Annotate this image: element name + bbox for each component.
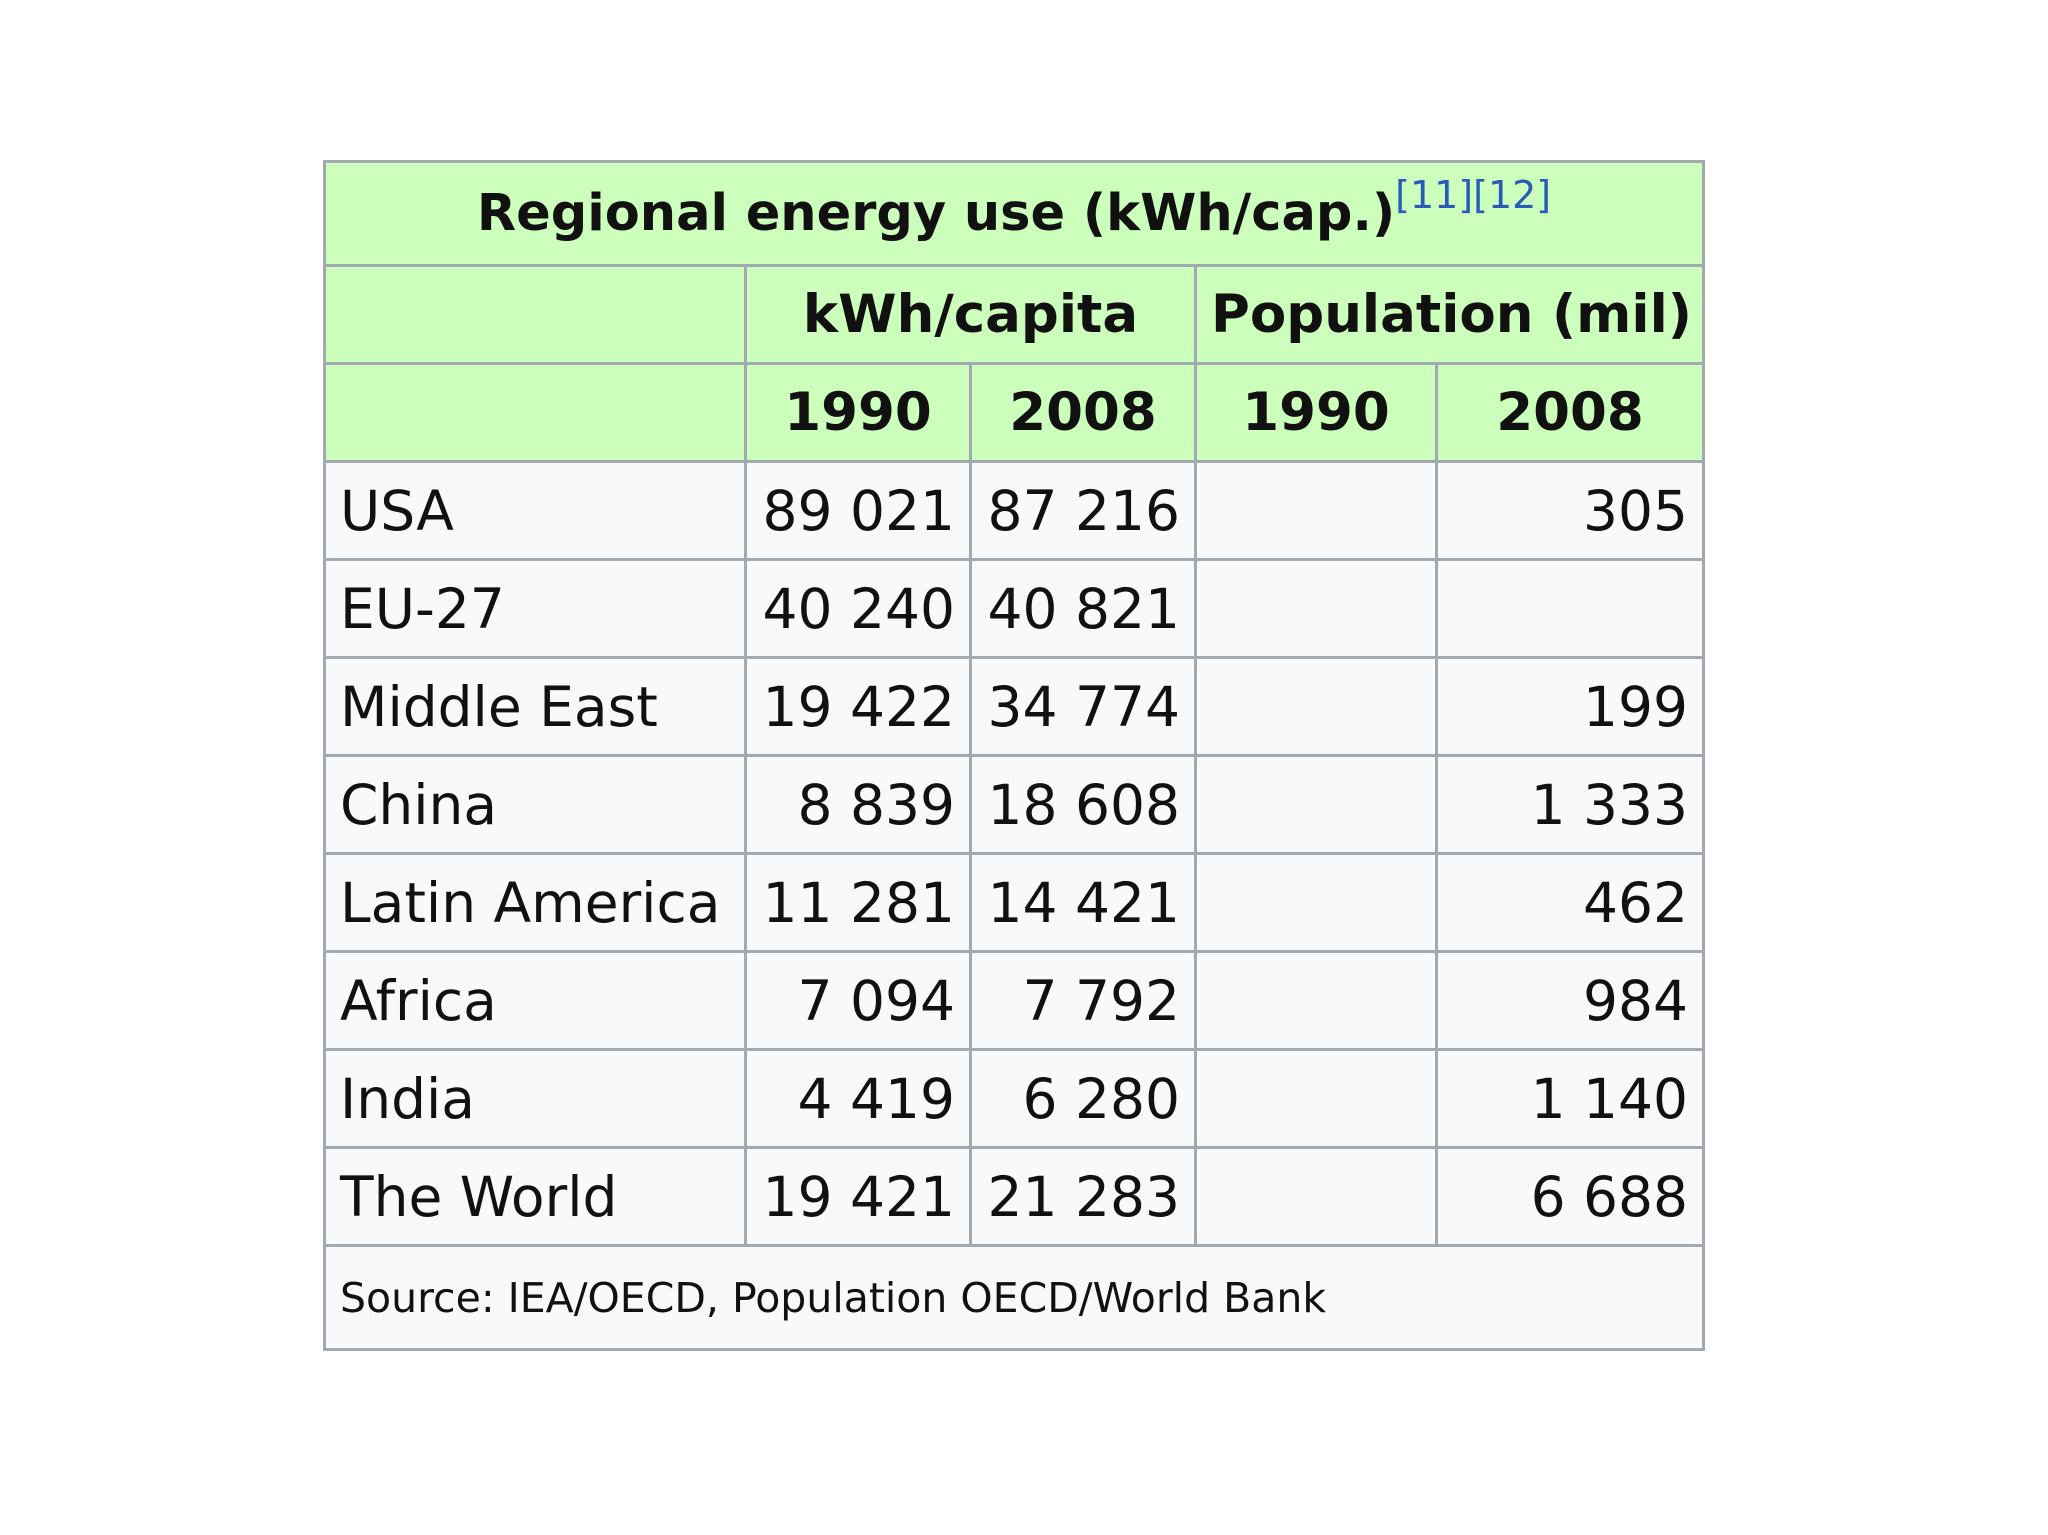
energy-table-container: Regional energy use (kWh/cap.)[11][12] k… [322,160,1706,1351]
kwh-2008-cell: 40 821 [969,558,1197,659]
pop-2008-cell [1434,558,1706,659]
year-header-row: 1990 2008 1990 2008 [323,362,1706,463]
region-cell: India [323,1048,747,1149]
empty-header-cell [323,362,747,463]
regional-energy-table: Regional energy use (kWh/cap.)[11][12] k… [322,160,1706,1351]
pop-1990-cell [1194,754,1438,855]
kwh-2008-cell: 34 774 [969,656,1197,757]
pop-1990-cell [1194,1146,1438,1247]
table-body: USA 89 021 87 216 305 EU-27 40 240 40 82… [322,460,1706,1351]
source-note: Source: IEA/OECD, Population OECD/World … [322,1244,1706,1351]
region-cell: Latin America [323,852,747,953]
pop-1990-cell [1194,656,1438,757]
empty-header-cell [323,264,747,365]
year-header: 2008 [1434,362,1706,463]
table-row: USA 89 021 87 216 305 [323,460,1706,561]
kwh-1990-cell: 7 094 [744,950,972,1051]
region-cell: China [323,754,747,855]
kwh-1990-cell: 11 281 [744,852,972,953]
table-row: Middle East 19 422 34 774 199 [323,656,1706,757]
table-row: China 8 839 18 608 1 333 [323,754,1706,855]
kwh-2008-cell: 21 283 [969,1146,1197,1247]
table-row: Latin America 11 281 14 421 462 [323,852,1706,953]
kwh-1990-cell: 8 839 [744,754,972,855]
kwh-1990-cell: 4 419 [744,1048,972,1149]
kwh-1990-cell: 40 240 [744,558,972,659]
region-cell: The World [323,1146,747,1247]
table-row: Africa 7 094 7 792 984 [323,950,1706,1051]
year-header: 2008 [969,362,1197,463]
kwh-2008-cell: 87 216 [969,460,1197,561]
region-cell: Middle East [323,656,747,757]
table-row: EU-27 40 240 40 821 [323,558,1706,659]
kwh-2008-cell: 18 608 [969,754,1197,855]
region-cell: USA [323,460,747,561]
source-row: Source: IEA/OECD, Population OECD/World … [322,1244,1706,1351]
pop-2008-cell: 199 [1434,656,1706,757]
pop-1990-cell [1194,1048,1438,1149]
pop-1990-cell [1194,950,1438,1051]
reference-links[interactable]: [11][12] [1395,173,1552,217]
pop-2008-cell: 984 [1434,950,1706,1051]
kwh-2008-cell: 14 421 [969,852,1197,953]
pop-2008-cell: 1 140 [1434,1048,1706,1149]
year-header: 1990 [1194,362,1438,463]
region-cell: Africa [323,950,747,1051]
pop-2008-cell: 6 688 [1434,1146,1706,1247]
pop-1990-cell [1194,558,1438,659]
table-row: The World 19 421 21 283 6 688 [323,1146,1706,1247]
caption-row: Regional energy use (kWh/cap.)[11][12] [322,160,1706,267]
caption-text: Regional energy use (kWh/cap.) [476,184,1396,243]
pop-2008-cell: 1 333 [1434,754,1706,855]
kwh-1990-cell: 19 421 [744,1146,972,1247]
pop-1990-cell [1194,460,1438,561]
pop-2008-cell: 462 [1434,852,1706,953]
kwh-1990-cell: 19 422 [744,656,972,757]
table-caption: Regional energy use (kWh/cap.)[11][12] [322,160,1706,267]
kwh-1990-cell: 89 021 [744,460,972,561]
pop-2008-cell: 305 [1434,460,1706,561]
kwh-2008-cell: 7 792 [969,950,1197,1051]
kwh-capita-header: kWh/capita [744,264,1197,365]
kwh-2008-cell: 6 280 [969,1048,1197,1149]
population-header: Population (mil) [1193,264,1706,365]
region-cell: EU-27 [323,558,747,659]
table-row: India 4 419 6 280 1 140 [323,1048,1706,1149]
group-header-row: kWh/capita Population (mil) [323,264,1706,365]
pop-1990-cell [1194,852,1438,953]
year-header: 1990 [744,362,972,463]
